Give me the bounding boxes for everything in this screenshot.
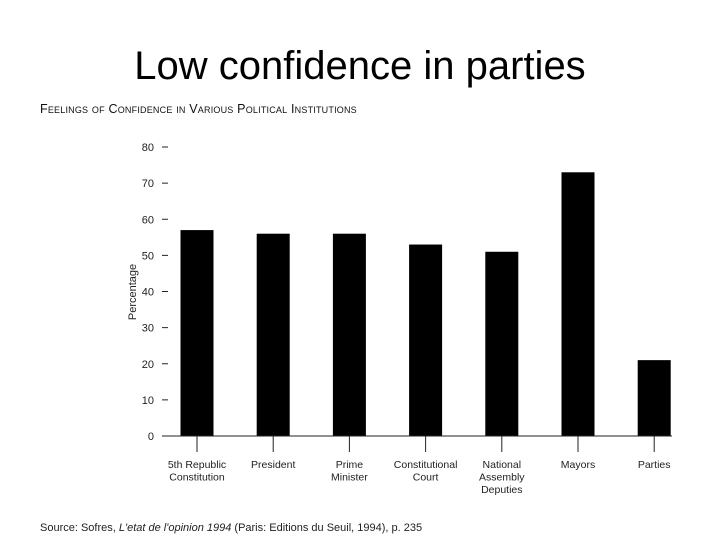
x-tick-label: Parties [638,459,671,471]
source-title: L'etat de l'opinion 1994 [118,522,232,534]
source-note: Source: Sofres, L'etat de l'opinion 1994… [40,522,422,534]
bar [332,233,366,436]
y-tick-label: 0 [148,431,154,443]
chart-title: Feelings of Confidence in Various Politi… [40,102,357,116]
x-tick-label: Constitutional Court [394,459,458,484]
bar [180,230,214,436]
y-tick-label: 30 [142,323,154,335]
y-tick-label: 50 [142,250,154,262]
slide-title: Low confidence in parties [134,44,586,88]
x-tick-label: 5th Republic Constitution [168,459,226,484]
source-suffix: (Paris: Editions du Seuil, 1994), p. 235 [231,522,423,534]
source-prefix: Source: Sofres, [40,522,119,534]
y-tick-label: 60 [142,214,154,226]
bar [637,360,671,436]
y-tick-label: 70 [142,178,154,190]
x-tick-label: President [251,459,295,471]
bar [485,251,519,436]
x-axis: 5th Republic Constitution President Prime Mi… [165,435,672,496]
bar [256,233,290,436]
y-tick-label: 80 [142,142,154,154]
y-tick-label: 40 [142,287,154,299]
x-tick-label: National Assembly Deputies [479,459,525,496]
y-axis: 0 10 20 30 40 50 60 70 80 [142,142,168,443]
bar [561,172,595,436]
y-tick-label: 20 [142,359,154,371]
y-tick-label: 10 [142,395,154,407]
x-tick-label: Mayors [561,459,595,471]
y-axis-label: Percentage [127,264,139,320]
x-tick-label: Prime Minister [331,459,368,484]
bar [409,244,443,436]
bars [180,172,671,436]
